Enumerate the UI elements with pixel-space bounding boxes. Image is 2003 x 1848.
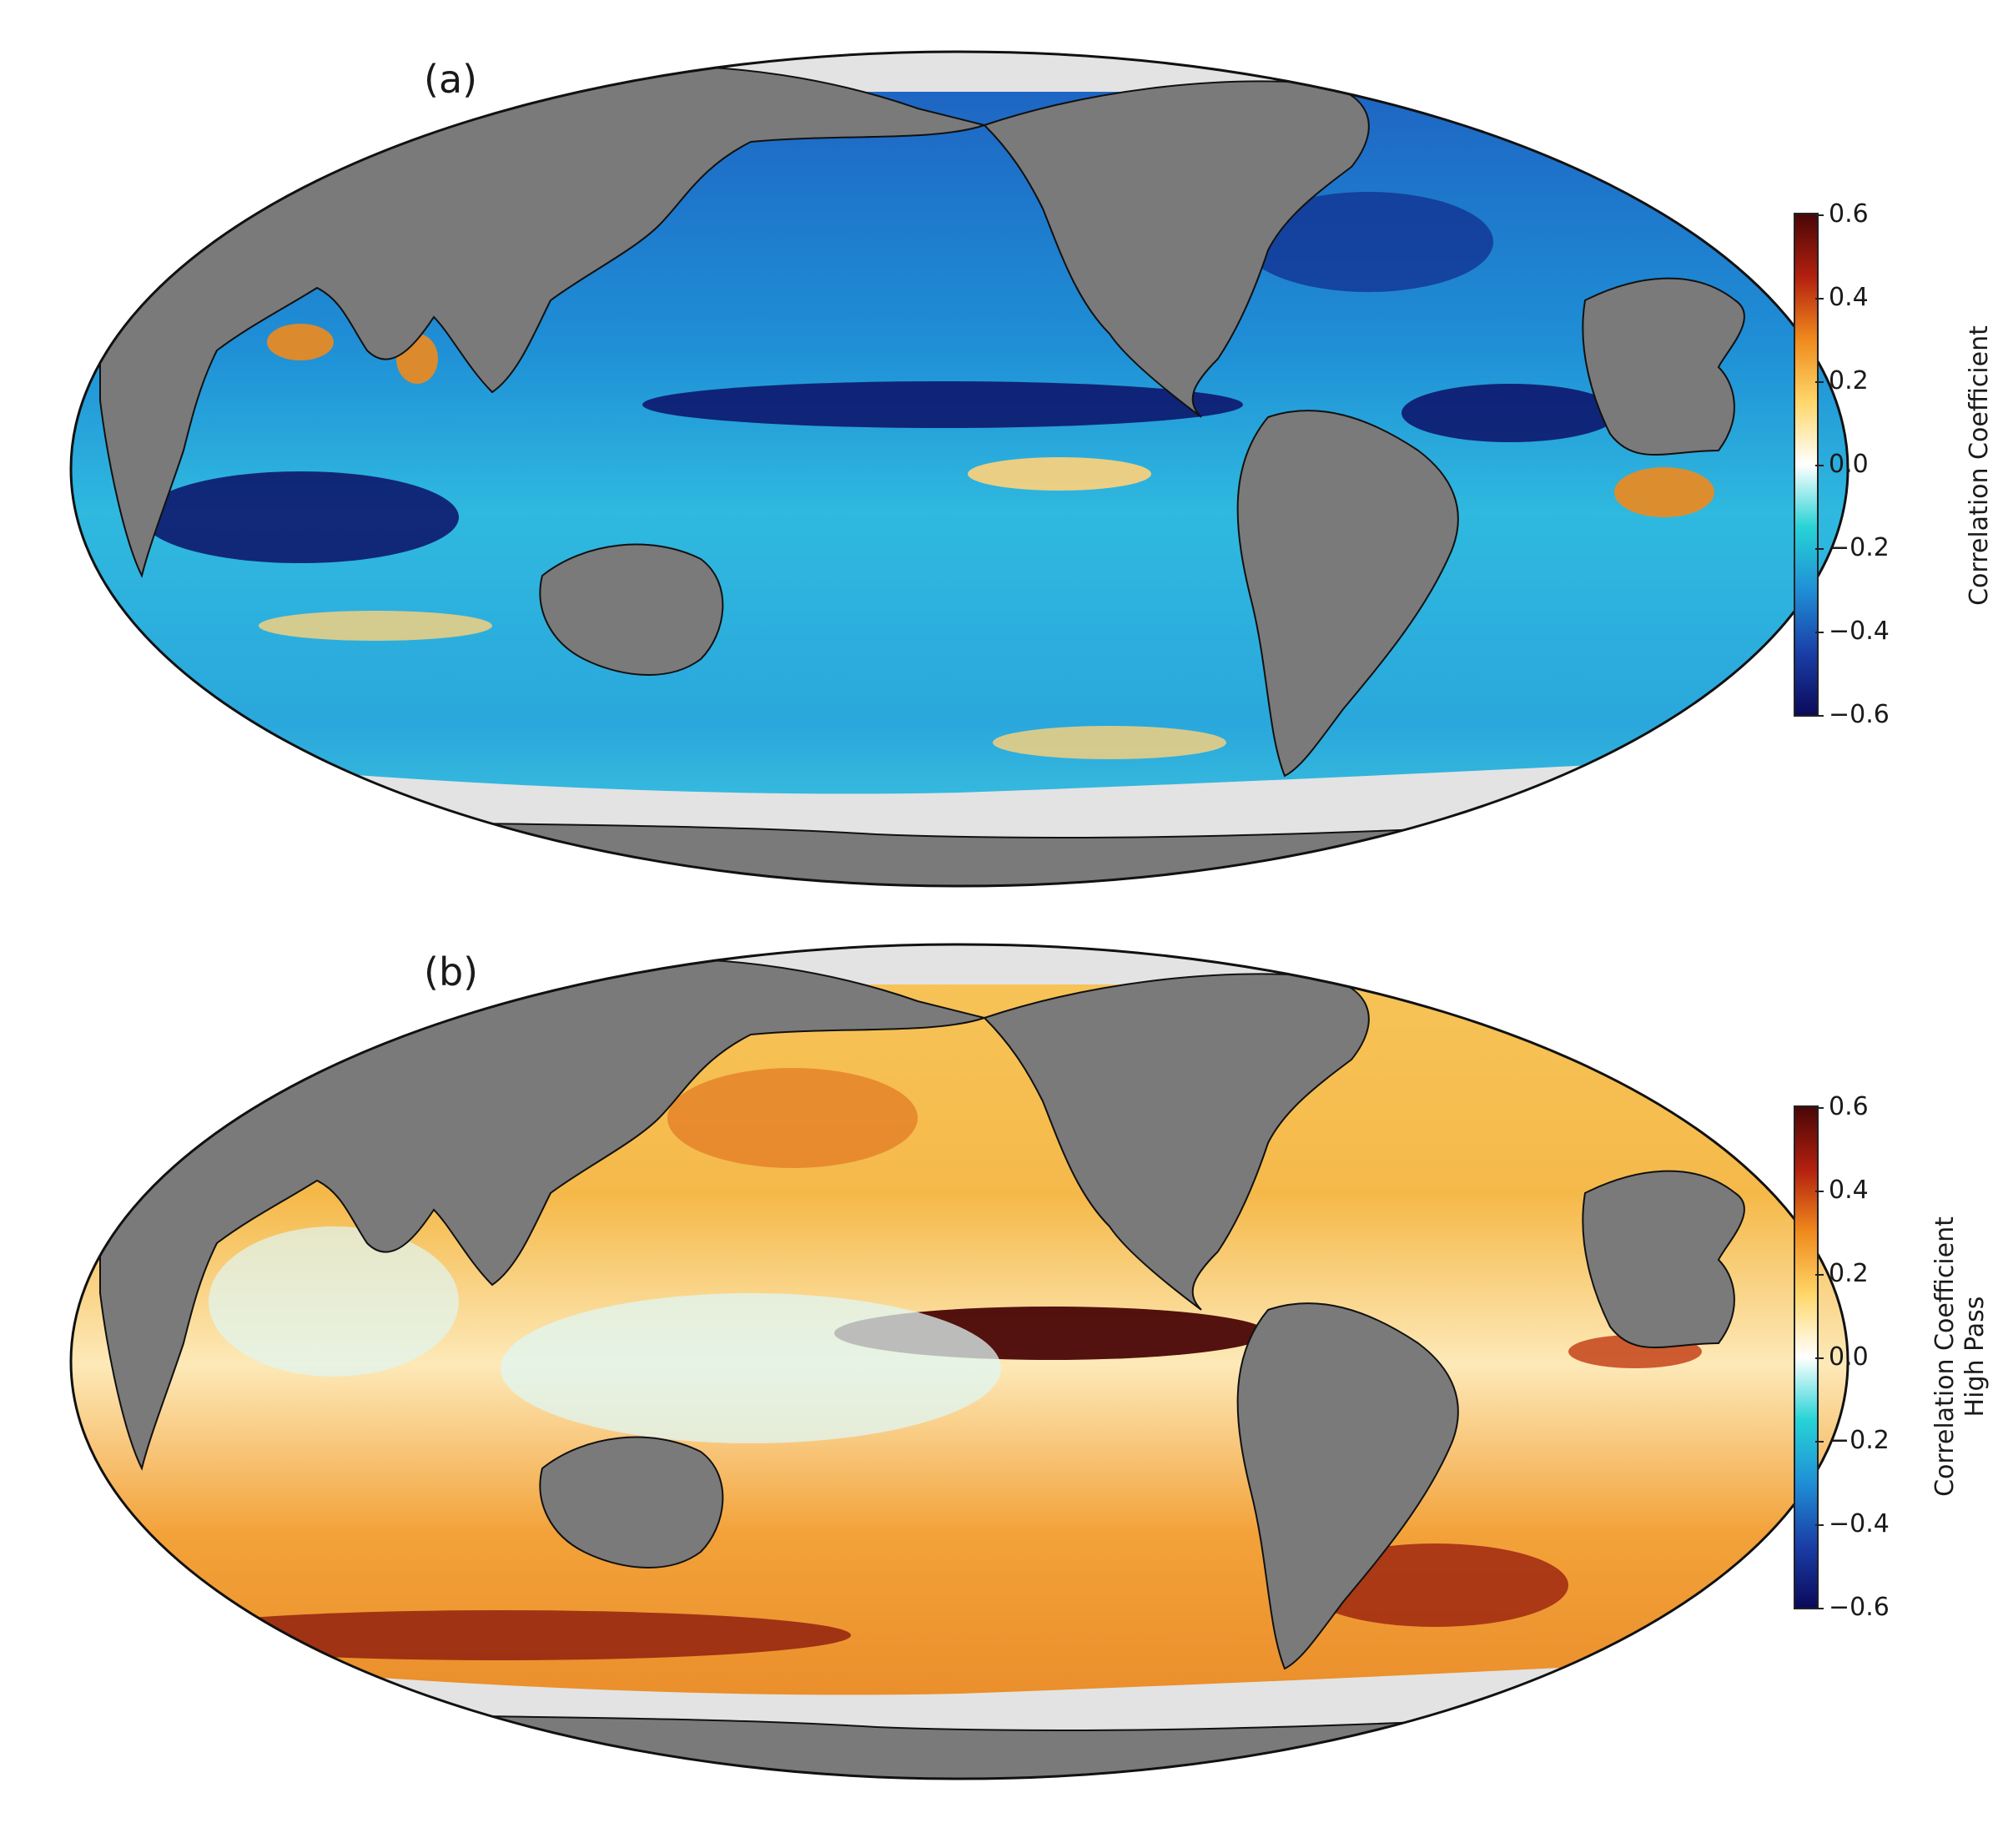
colorbar-tick: −0.6 — [1815, 702, 1890, 728]
colorbar-title-line: Correlation Coefficient — [1965, 325, 1994, 606]
colorbar-tick: 0.4 — [1815, 285, 1869, 310]
colorbar-title-line: High Pass — [1960, 1296, 1990, 1417]
band-indian-negative — [142, 471, 459, 563]
colorbar-tick: 0.0 — [1815, 452, 1869, 477]
map-a — [69, 50, 1850, 888]
south-america — [1236, 1302, 1459, 1670]
south-america — [1236, 410, 1459, 778]
band-arabian-positive — [267, 324, 334, 360]
colorbar-tick: 0.2 — [1815, 369, 1869, 394]
colorbar-tick: −0.2 — [1815, 1428, 1890, 1453]
colorbar-tick: −0.4 — [1815, 619, 1890, 644]
band-north-atlantic-negative — [1243, 192, 1493, 292]
band-equatorial-pacific-negative — [642, 381, 1243, 428]
arctic-ice — [71, 944, 1848, 984]
band-indian-neutral — [209, 1226, 459, 1377]
map-b — [69, 943, 1850, 1780]
band-atlantic-negative — [1402, 384, 1618, 442]
colorbar-tick: 0.6 — [1815, 202, 1869, 227]
colorbar-tick: −0.6 — [1815, 1595, 1890, 1620]
colorbar-tick: −0.2 — [1815, 536, 1890, 561]
band-southern-positive-2 — [993, 726, 1226, 759]
band-equatorial-pacific-positive — [968, 457, 1151, 491]
africa — [1582, 277, 1745, 456]
africa — [1582, 1170, 1745, 1348]
australia — [539, 543, 724, 676]
band-tropical-neutral — [501, 1293, 1001, 1443]
band-north-pacific-positive — [667, 1068, 918, 1168]
colorbar-title-b: Correlation Coefficient High Pass — [1930, 1165, 1990, 1548]
panel-label-b: (b) — [424, 949, 479, 994]
panel-label-a: (a) — [424, 57, 478, 102]
colorbar-tick: −0.4 — [1815, 1512, 1890, 1537]
australia — [539, 1436, 724, 1569]
band-southern-positive-1 — [259, 611, 492, 641]
panel-b: (b) 0.6 0.4 0.2 0.0 −0.2 −0.4 −0.6 Corre… — [0, 901, 2003, 1819]
band-atlantic-positive — [1614, 467, 1714, 517]
map-frame — [69, 943, 1850, 1780]
panel-a: (a) 0.6 0.4 0.2 0.0 −0.2 −0.4 −0.6 Corre… — [0, 0, 2003, 918]
colorbar-tick: 0.0 — [1815, 1345, 1869, 1370]
colorbar-tick: 0.2 — [1815, 1261, 1869, 1287]
map-frame — [69, 50, 1850, 888]
colorbar-title-a: Correlation Coefficient — [1965, 274, 1995, 657]
arctic-ice — [71, 52, 1848, 92]
colorbar-tick: 0.6 — [1815, 1095, 1869, 1120]
band-southern-positive — [150, 1610, 851, 1660]
colorbar-title-line: Correlation Coefficient — [1930, 1216, 1960, 1497]
colorbar-tick: 0.4 — [1815, 1178, 1869, 1203]
